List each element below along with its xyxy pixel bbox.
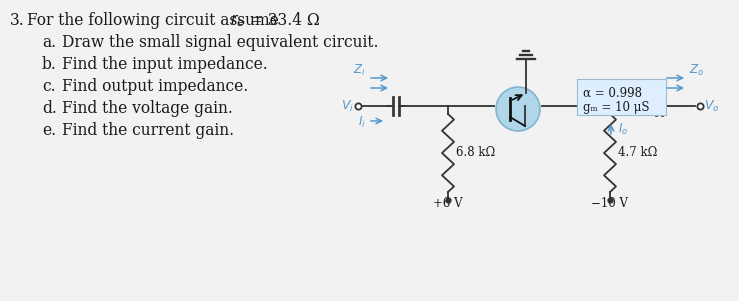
Text: +6 V: +6 V	[433, 197, 463, 210]
Circle shape	[496, 87, 540, 131]
Text: e.: e.	[42, 122, 56, 139]
Text: Find the input impedance.: Find the input impedance.	[62, 56, 268, 73]
Text: $I_i$: $I_i$	[358, 114, 366, 129]
Text: $V_i$: $V_i$	[341, 98, 354, 113]
Text: −10 V: −10 V	[591, 197, 628, 210]
Text: = 33.4 Ω: = 33.4 Ω	[245, 12, 320, 29]
Text: b.: b.	[42, 56, 57, 73]
Text: $r_e$: $r_e$	[230, 12, 245, 29]
Text: Draw the small signal equivalent circuit.: Draw the small signal equivalent circuit…	[62, 34, 378, 51]
Text: 4.7 kΩ: 4.7 kΩ	[618, 147, 658, 160]
Text: gₘ = 10 μS: gₘ = 10 μS	[583, 101, 650, 114]
Text: For the following circuit assume: For the following circuit assume	[27, 12, 284, 29]
Text: Find output impedance.: Find output impedance.	[62, 78, 248, 95]
FancyBboxPatch shape	[577, 79, 666, 115]
Text: $I_o$: $I_o$	[618, 121, 628, 137]
Text: Find the voltage gain.: Find the voltage gain.	[62, 100, 233, 117]
Text: 6.8 kΩ: 6.8 kΩ	[456, 147, 495, 160]
Text: $Z_o$: $Z_o$	[689, 62, 704, 78]
Text: $V_o$: $V_o$	[704, 98, 720, 113]
Text: $Z_i$: $Z_i$	[353, 62, 366, 78]
Text: 3.: 3.	[10, 12, 24, 29]
Text: a.: a.	[42, 34, 56, 51]
Text: d.: d.	[42, 100, 57, 117]
Text: Find the current gain.: Find the current gain.	[62, 122, 234, 139]
Text: α = 0.998: α = 0.998	[583, 87, 642, 100]
Text: c.: c.	[42, 78, 55, 95]
